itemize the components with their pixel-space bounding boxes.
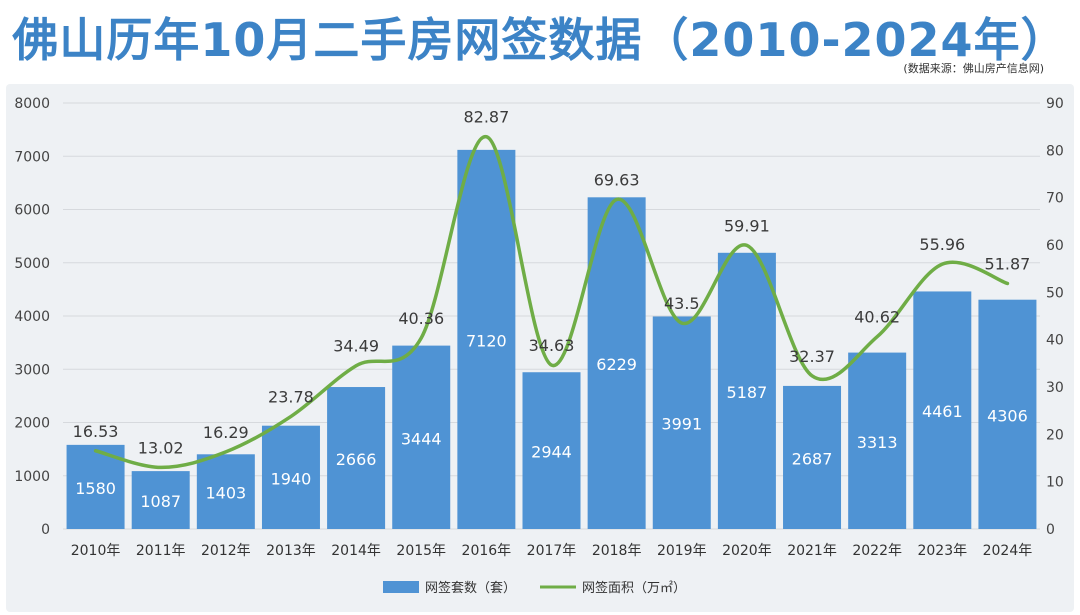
line-value-label: 32.37	[789, 347, 835, 366]
x-tick-label: 2019年	[657, 543, 707, 559]
x-tick-label: 2020年	[722, 543, 772, 559]
y-left-tick-label: 1000	[14, 469, 50, 485]
x-tick-label: 2012年	[201, 543, 251, 559]
x-tick-label: 2018年	[592, 543, 642, 559]
bar	[522, 372, 581, 529]
y-left-tick-label: 5000	[14, 256, 50, 272]
x-tick-label: 2013年	[266, 543, 316, 559]
line-value-label: 82.87	[463, 108, 509, 127]
x-tick-label: 2021年	[787, 543, 837, 559]
y-right-tick-label: 70	[1046, 191, 1064, 207]
y-right-tick-label: 10	[1046, 475, 1064, 491]
x-tick-label: 2022年	[852, 543, 902, 559]
bar-value-label: 1403	[205, 484, 246, 503]
y-left-tick-label: 2000	[14, 416, 50, 432]
y-left-tick-label: 4000	[14, 309, 50, 325]
line-value-label: 34.49	[333, 337, 379, 356]
y-right-tick-label: 60	[1046, 238, 1064, 254]
bar	[717, 252, 776, 530]
bar-value-label: 6229	[596, 355, 637, 374]
x-tick-label: 2011年	[136, 543, 186, 559]
line-value-label: 34.63	[529, 336, 575, 355]
x-tick-label: 2017年	[527, 543, 577, 559]
bar-value-label: 4306	[987, 406, 1028, 425]
line-value-label: 51.87	[985, 254, 1031, 273]
x-tick-label: 2024年	[983, 543, 1033, 559]
y-right-tick-label: 20	[1046, 427, 1064, 443]
bar-value-label: 1580	[75, 479, 116, 498]
bar-value-label: 3444	[401, 429, 442, 448]
y-left-tick-label: 0	[41, 522, 50, 538]
line-value-label: 40.36	[398, 309, 444, 328]
x-tick-label: 2010年	[71, 543, 121, 559]
y-left-tick-label: 8000	[14, 96, 50, 112]
line-value-label: 69.63	[594, 170, 640, 189]
line-value-label: 16.29	[203, 423, 249, 442]
line-value-label: 16.53	[73, 422, 119, 441]
y-left-tick-label: 7000	[14, 149, 50, 165]
bar	[66, 444, 125, 529]
line-value-label: 59.91	[724, 216, 770, 235]
bar	[913, 291, 972, 529]
legend-line-label: 网签面积（万㎡）	[582, 580, 686, 596]
x-tick-label: 2015年	[396, 543, 446, 559]
bar	[652, 316, 711, 529]
line-value-label: 55.96	[919, 235, 965, 254]
x-tick-label: 2023年	[917, 543, 967, 559]
bar-value-label: 2944	[531, 443, 572, 462]
bar-value-label: 4461	[922, 402, 963, 421]
bar	[457, 149, 516, 530]
data-source-note: (数据来源：佛山房产信息网)	[903, 62, 1044, 75]
y-right-tick-label: 0	[1046, 522, 1055, 538]
line-series	[93, 135, 1010, 470]
line-value-label: 40.62	[854, 308, 900, 327]
bar-value-label: 3313	[857, 433, 898, 452]
y-left-tick-label: 6000	[14, 203, 50, 219]
bar-value-label: 3991	[661, 415, 702, 434]
x-tick-label: 2016年	[462, 543, 512, 559]
line-value-label: 43.5	[664, 294, 700, 313]
x-tick-label: 2014年	[331, 543, 381, 559]
line-value-label: 23.78	[268, 387, 314, 406]
y-right-tick-label: 40	[1046, 333, 1064, 349]
bar	[848, 352, 907, 529]
bar-value-label: 1087	[140, 492, 181, 511]
y-right-tick-label: 80	[1046, 143, 1064, 159]
bar	[196, 454, 255, 529]
bar-value-label: 7120	[466, 331, 507, 350]
bar-value-label: 1940	[271, 469, 312, 488]
legend-bar-label: 网签套数（套）	[425, 580, 516, 596]
legend-bar-swatch	[383, 581, 419, 593]
line-value-label: 13.02	[138, 438, 184, 457]
bar	[392, 345, 451, 529]
y-right-tick-label: 30	[1046, 380, 1064, 396]
bar	[131, 471, 190, 529]
y-left-tick-label: 3000	[14, 362, 50, 378]
bar	[587, 197, 646, 529]
bar-value-label: 2666	[336, 450, 377, 469]
bar-value-label: 5187	[727, 383, 768, 402]
bar	[327, 387, 386, 529]
bar	[978, 299, 1037, 529]
bar	[261, 425, 320, 529]
page-title: 佛山历年10月二手房网签数据（2010-2024年）	[12, 13, 1068, 67]
y-right-tick-label: 50	[1046, 285, 1064, 301]
bar-value-label: 2687	[792, 449, 833, 468]
bar	[783, 385, 842, 529]
y-right-tick-label: 90	[1046, 96, 1064, 112]
